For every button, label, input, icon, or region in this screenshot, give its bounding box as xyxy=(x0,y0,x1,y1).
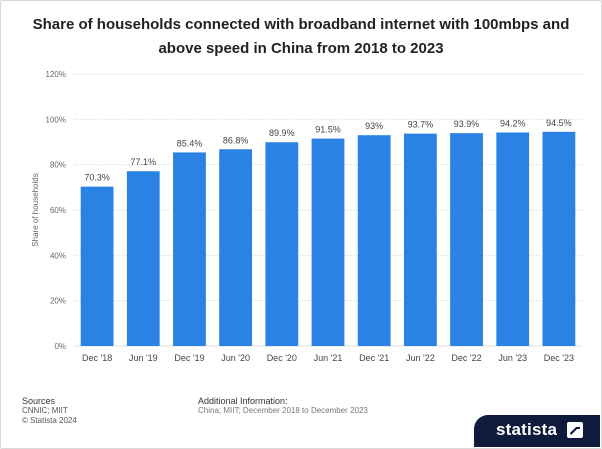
data-label: 70.3% xyxy=(84,173,110,183)
y-tick-label: 80% xyxy=(50,161,66,170)
bar xyxy=(450,133,483,346)
x-tick-label: Dec '20 xyxy=(267,353,297,363)
bar xyxy=(80,186,114,346)
bar xyxy=(311,138,345,346)
x-tick-label: Dec '19 xyxy=(174,353,204,363)
bar-chart: 0% 20% 40% 60% 80% 100% 120% Share of household… xyxy=(31,70,582,363)
sources-heading: Sources xyxy=(22,396,56,406)
bar xyxy=(173,152,206,346)
data-label: 91.5% xyxy=(315,125,341,135)
x-tick-label: Jun '23 xyxy=(498,353,527,363)
data-label: 93.9% xyxy=(454,119,480,129)
sources-block: Sources CNNIC; MIIT © Statista 2024 xyxy=(22,396,77,426)
y-tick-label: 120% xyxy=(46,70,66,79)
data-label: 94.5% xyxy=(546,118,572,128)
bar xyxy=(403,133,437,346)
bar xyxy=(496,132,530,346)
data-label: 77.1% xyxy=(131,157,157,167)
sources-text[interactable]: CNNIC; MIIT xyxy=(22,406,68,415)
y-tick-label: 40% xyxy=(50,251,66,260)
additional-info-heading: Additional Information: xyxy=(198,396,288,406)
x-tick-label: Jun '19 xyxy=(129,353,158,363)
data-label: 86.8% xyxy=(223,135,249,145)
x-tick-label: Dec '18 xyxy=(82,353,112,363)
x-tick-label: Jun '22 xyxy=(406,353,435,363)
data-label: 93.7% xyxy=(408,120,434,130)
chart-title: Share of households connected with broad… xyxy=(32,16,570,57)
data-label: 89.9% xyxy=(269,128,295,138)
x-tick-label: Dec '22 xyxy=(451,353,481,363)
brand-name[interactable]: statista xyxy=(496,420,558,439)
x-tick-label: Dec '21 xyxy=(359,353,389,363)
y-axis-label: Share of households xyxy=(31,173,40,246)
y-tick-label: 100% xyxy=(46,115,66,124)
statista-logo-icon xyxy=(567,422,583,438)
bar xyxy=(542,131,576,346)
copyright-text: © Statista 2024 xyxy=(22,416,77,425)
x-tick-label: Jun '21 xyxy=(314,353,343,363)
bar xyxy=(265,142,299,346)
data-label: 85.4% xyxy=(177,138,203,148)
data-label: 93% xyxy=(365,121,383,131)
x-tick-label: Jun '20 xyxy=(221,353,250,363)
y-tick-label: 60% xyxy=(50,206,66,215)
y-tick-label: 20% xyxy=(50,297,66,306)
additional-info-block: Additional Information: China; MIIT; Dec… xyxy=(198,396,368,416)
bar xyxy=(357,135,391,346)
y-tick-label: 0% xyxy=(54,342,66,351)
additional-info-text: China; MIIT; December 2018 to December 2… xyxy=(198,406,368,415)
data-label: 94.2% xyxy=(500,118,526,128)
x-tick-label: Dec '23 xyxy=(544,353,574,363)
bar xyxy=(219,149,253,346)
bar xyxy=(126,171,160,346)
